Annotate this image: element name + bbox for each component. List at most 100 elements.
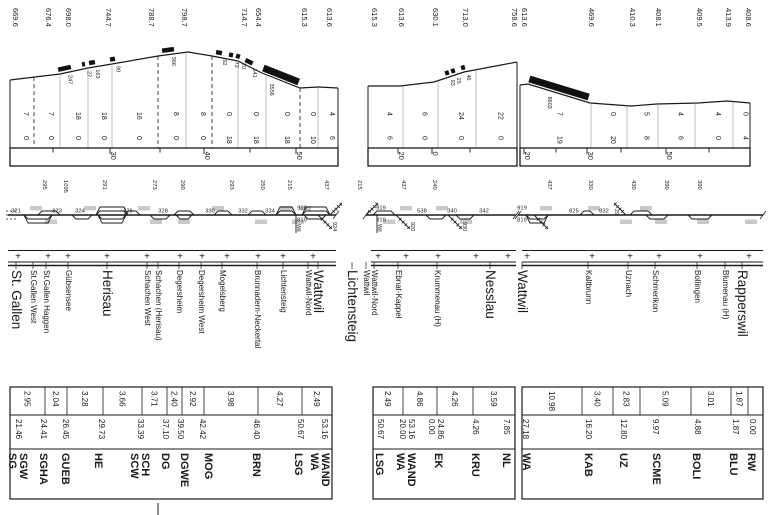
elevation-label: 758.6: [510, 8, 519, 27]
platform-marker: [640, 206, 652, 211]
gradient-upper-value: 4: [328, 112, 335, 116]
distance-km-value: 2.40: [170, 391, 179, 407]
station-abbreviation: BOLI: [690, 453, 702, 479]
plus-mark: +: [310, 252, 316, 263]
platform-marker: [745, 219, 757, 224]
branch-hatch-tick: [326, 223, 330, 227]
plus-mark: +: [697, 252, 703, 263]
station-abbreviation: SG: [6, 453, 18, 469]
station-loop-track: [301, 206, 331, 216]
platform-marker: [178, 219, 190, 224]
station-abbreviation: LSG: [292, 453, 304, 476]
station-loop-track: [425, 214, 447, 220]
branch-hatch-tick: [542, 223, 546, 227]
gradient-lower-value: 0: [135, 136, 142, 140]
branch-hatch-tick: [339, 202, 343, 206]
platform-marker: [280, 206, 292, 211]
tunnel-bar: [235, 53, 241, 60]
station-loop-track: [301, 210, 331, 216]
station-loop-track: [23, 214, 53, 224]
station-loop-track: [303, 214, 327, 220]
track-km-number: 919: [297, 206, 307, 212]
branch-label: 29: [613, 209, 619, 215]
signal-number: 430: [630, 180, 636, 190]
tunnel-length-label: 93: [449, 80, 455, 86]
tunnel-bar: [81, 61, 86, 67]
branch-hatch-tick: [372, 204, 377, 209]
platform-marker: [655, 219, 667, 224]
track-km-number: 321: [11, 209, 21, 215]
distance-km-value: 1.87: [735, 391, 744, 407]
branch-hatch-tick: [406, 225, 411, 230]
platform-marker: [460, 219, 472, 224]
position-km-value: 37.10: [161, 419, 170, 440]
station-loop-track: [97, 214, 127, 220]
station-name-minor: Gübsensee: [64, 270, 73, 311]
branch-hatch-tick: [401, 220, 405, 224]
signal-number: 390: [696, 180, 702, 190]
gradient-upper-value: 5: [643, 112, 650, 116]
station-loop-track: [247, 210, 267, 216]
distance-km-value: 3.28: [80, 391, 89, 407]
platform-marker: [588, 206, 600, 211]
station-loop-track: [275, 206, 297, 216]
distance-km-value: 5.09: [661, 391, 670, 407]
elevation-label: 630.1: [431, 8, 440, 27]
signal-number: 240: [431, 180, 437, 190]
station-loop-track: [213, 210, 233, 216]
branch-label: Wil: [295, 224, 301, 232]
distance-km-value: 2.95: [23, 391, 32, 407]
tunnel-length-label: 72: [233, 62, 239, 68]
branch-hatch-tick: [456, 223, 460, 227]
station-abbreviation: WAND: [319, 453, 331, 487]
elevation-label: 613.6: [325, 8, 334, 27]
branch-hatch-tick: [404, 223, 408, 227]
station-name-major: St. Gallen: [9, 270, 24, 329]
gradient-upper-value: 22: [497, 112, 504, 120]
station-loop-track: [629, 210, 653, 216]
km-scale-label: 30: [586, 152, 595, 160]
station-name-minor: Kaltbrunn: [584, 270, 593, 304]
elevation-label: 413.9: [724, 8, 733, 27]
station-abbreviation: HE: [92, 453, 104, 468]
elevation-label: 698.0: [64, 8, 73, 27]
track-section-0: Wil 924 321 323 324 326 328 330 332 334 919 819 295 1…: [6, 180, 343, 233]
platform-marker: [292, 219, 304, 224]
gradient-lower-value: 0: [47, 136, 54, 140]
station-abbreviation: BRN: [250, 453, 262, 477]
position-km-value: 9.97: [651, 419, 660, 435]
station-abbreviation: MOG: [202, 453, 214, 479]
station-abbreviation: SGHA: [37, 453, 49, 485]
station-abbreviation: WAND: [405, 453, 417, 487]
station-abbreviation: SCME: [650, 453, 662, 485]
elevation-label: 713.0: [461, 8, 470, 27]
tunnel-length-label: 27: [86, 71, 92, 77]
gradient-upper-value: 8: [172, 112, 179, 116]
tunnel-length-label: 247: [67, 75, 73, 84]
elevation-label: 410.3: [628, 8, 637, 27]
station-name-minor: Degersheim: [175, 270, 184, 313]
station-name-minor: Wattwil-Nord: [304, 270, 313, 315]
branch-hatch-tick: [336, 204, 341, 209]
station-abbreviation: UZ: [617, 453, 629, 468]
km-scale-box: [367, 147, 518, 167]
tunnel-length-label: 163: [94, 69, 100, 78]
station-abbreviation: WA: [520, 453, 532, 471]
gradient-upper-value: 0: [225, 112, 232, 116]
elevation-label: 798.7: [180, 8, 189, 27]
track-km-number: 832: [599, 209, 609, 215]
gradient-upper-value: 7: [556, 112, 563, 116]
position-km-value: 42.42: [198, 419, 207, 440]
km-scale-label: 20: [523, 152, 532, 160]
line-break-slash: [332, 210, 340, 220]
gradient-lower-value: 0: [714, 136, 721, 140]
distance-km-value: 3.59: [489, 391, 498, 407]
signal-number: 437: [400, 180, 406, 190]
station-name-major: Herisau: [100, 270, 115, 317]
distance-km-value: 3.40: [593, 391, 602, 407]
gradient-upper-value: 16: [135, 112, 142, 120]
station-loop-track: [275, 210, 297, 216]
position-km-value: 53.16: [407, 419, 416, 440]
position-km-value: 0.00: [748, 419, 757, 435]
plus-mark: +: [104, 252, 110, 263]
